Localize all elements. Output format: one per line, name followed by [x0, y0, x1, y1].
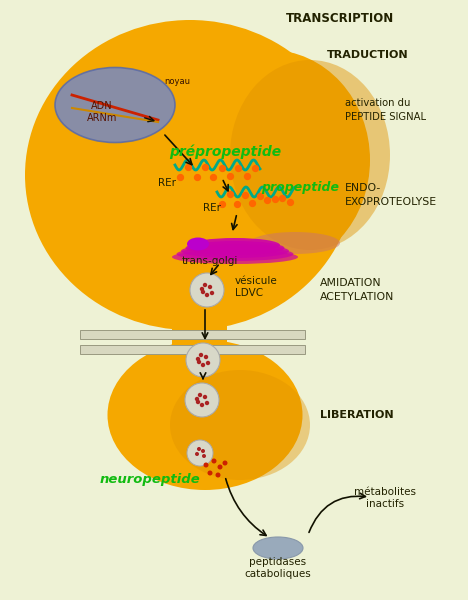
Circle shape: [185, 383, 219, 417]
Bar: [80, 345, 305, 354]
Bar: [80, 330, 305, 339]
Circle shape: [206, 361, 210, 365]
Text: trans-golgi: trans-golgi: [182, 256, 238, 266]
Point: [271, 194, 278, 204]
Circle shape: [197, 447, 201, 451]
Point: [256, 191, 263, 201]
Circle shape: [204, 463, 209, 467]
Circle shape: [186, 343, 220, 377]
Circle shape: [215, 473, 220, 478]
Text: TRADUCTION: TRADUCTION: [327, 50, 409, 60]
Ellipse shape: [108, 340, 302, 490]
Circle shape: [187, 440, 213, 466]
Point: [201, 163, 209, 172]
Ellipse shape: [190, 238, 280, 252]
Ellipse shape: [250, 232, 340, 254]
Point: [218, 199, 226, 209]
Circle shape: [208, 285, 212, 289]
Text: peptidases
cataboliques: peptidases cataboliques: [245, 557, 311, 579]
Circle shape: [205, 293, 209, 297]
Text: métabolites
inactifs: métabolites inactifs: [354, 487, 416, 509]
Circle shape: [201, 449, 205, 453]
Circle shape: [199, 353, 203, 357]
Ellipse shape: [230, 60, 390, 250]
Circle shape: [205, 401, 209, 405]
Circle shape: [202, 454, 206, 458]
Point: [241, 190, 249, 199]
Text: neuropeptide: neuropeptide: [100, 473, 200, 487]
Ellipse shape: [187, 238, 209, 251]
Circle shape: [197, 360, 201, 364]
Circle shape: [218, 464, 222, 469]
Point: [279, 193, 286, 202]
Point: [234, 163, 242, 172]
Point: [210, 172, 217, 181]
Text: propeptide: propeptide: [261, 181, 339, 194]
Circle shape: [210, 291, 214, 295]
Circle shape: [204, 355, 208, 359]
Ellipse shape: [170, 370, 310, 480]
Text: ENDO-
EXOPROTEOLYSE: ENDO- EXOPROTEOLYSE: [345, 184, 437, 206]
Circle shape: [196, 400, 200, 404]
Circle shape: [203, 283, 207, 287]
Ellipse shape: [55, 67, 175, 142]
Text: TRANSCRIPTION: TRANSCRIPTION: [286, 11, 394, 25]
Circle shape: [203, 395, 207, 399]
Circle shape: [222, 461, 227, 466]
Circle shape: [200, 287, 204, 291]
Point: [251, 163, 259, 173]
Point: [176, 172, 184, 182]
Ellipse shape: [25, 20, 355, 330]
Circle shape: [195, 397, 199, 401]
Circle shape: [196, 357, 200, 361]
Text: ADN
ARNm: ADN ARNm: [87, 101, 117, 123]
Bar: [172, 270, 227, 365]
Point: [226, 189, 234, 199]
Point: [184, 163, 192, 172]
Circle shape: [195, 452, 199, 456]
Circle shape: [200, 403, 204, 407]
Text: noyau: noyau: [164, 77, 190, 86]
Circle shape: [201, 363, 205, 367]
Text: AMIDATION
ACETYLATION: AMIDATION ACETYLATION: [320, 278, 395, 302]
Circle shape: [207, 470, 212, 475]
Ellipse shape: [170, 50, 370, 270]
Ellipse shape: [185, 241, 285, 255]
Point: [226, 172, 234, 181]
Point: [218, 163, 226, 172]
Circle shape: [201, 290, 205, 294]
Ellipse shape: [253, 537, 303, 559]
Circle shape: [190, 273, 224, 307]
Circle shape: [198, 393, 202, 397]
Ellipse shape: [181, 244, 289, 258]
Ellipse shape: [176, 247, 293, 261]
Point: [243, 172, 250, 181]
Point: [286, 197, 294, 206]
Point: [263, 196, 271, 205]
Circle shape: [212, 458, 217, 463]
Text: vésicule
LDVC: vésicule LDVC: [235, 276, 278, 298]
Ellipse shape: [172, 250, 298, 264]
Text: activation du
PEPTIDE SIGNAL: activation du PEPTIDE SIGNAL: [345, 98, 426, 122]
Text: REr: REr: [158, 178, 176, 188]
Text: LIBERATION: LIBERATION: [320, 410, 394, 420]
Point: [193, 172, 200, 181]
Point: [249, 198, 256, 208]
Text: REr: REr: [203, 203, 221, 213]
Point: [234, 199, 241, 209]
Text: prépropeptide: prépropeptide: [169, 145, 281, 159]
